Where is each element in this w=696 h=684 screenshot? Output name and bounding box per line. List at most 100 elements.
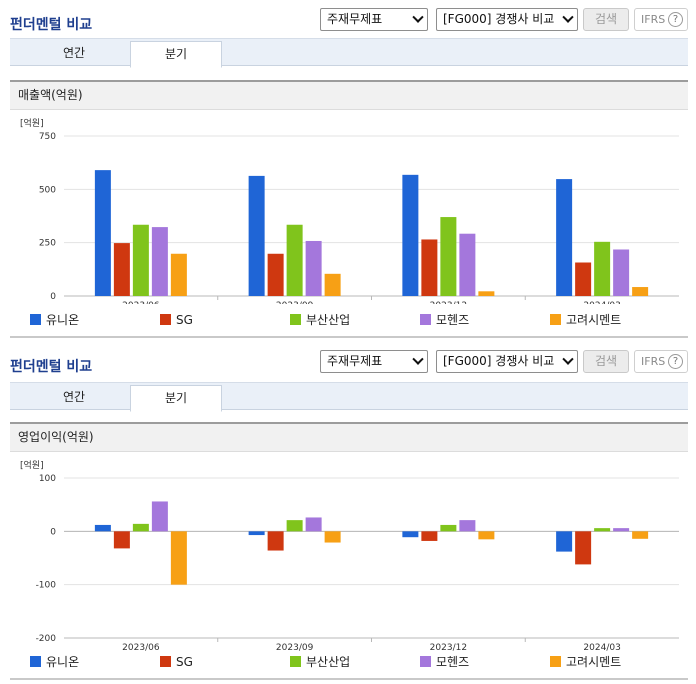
bar-유니온-2023/06[interactable] <box>94 170 111 296</box>
y-tick-label: -200 <box>36 634 57 644</box>
bar-부산산업-2024/03[interactable] <box>594 528 611 532</box>
bar-모헨즈-2024/03[interactable] <box>613 528 630 532</box>
bar-유니온-2023/06[interactable] <box>94 524 111 532</box>
bar-고려시멘트-2023/12[interactable] <box>478 531 495 540</box>
y-tick-label: 0 <box>50 527 56 537</box>
bar-부산산업-2023/12[interactable] <box>440 217 457 296</box>
legend-label: 모헨즈 <box>436 655 470 669</box>
bar-고려시멘트-2023/09[interactable] <box>324 273 341 296</box>
y-tick-label: 100 <box>39 474 56 484</box>
bar-SG-2023/12[interactable] <box>421 239 438 296</box>
ifrs-help-button[interactable]: IFRS ? <box>634 350 688 373</box>
legend-item-모헨즈[interactable]: 모헨즈 <box>420 653 469 671</box>
bar-유니온-2023/12[interactable] <box>402 531 419 538</box>
legend-item-고려시멘트[interactable]: 고려시멘트 <box>550 311 621 329</box>
x-tick-label: 2023/09 <box>276 643 314 653</box>
operating-profit-bar-chart: [억원] -200 -100 0 100 2023/06 2023/09 2023/12 202… <box>20 459 679 653</box>
bar-부산산업-2023/12[interactable] <box>440 524 457 532</box>
legend-swatch <box>160 656 171 667</box>
fundamental-section-operating: 펀더멘털 비교 주재무제표 [FG000] 경쟁사 비교 검색 IFRS ? 연… <box>0 342 696 684</box>
bar-모헨즈-2023/09[interactable] <box>305 517 322 532</box>
y-tick-label: 500 <box>39 185 56 195</box>
legend-item-유니온[interactable]: 유니온 <box>30 653 79 671</box>
bar-SG-2023/06[interactable] <box>113 243 130 296</box>
unit-label: [억원] <box>20 459 44 471</box>
legend-item-유니온[interactable]: 유니온 <box>30 311 79 329</box>
search-button[interactable]: 검색 <box>583 350 629 373</box>
tab-annual[interactable]: 연간 <box>62 390 86 404</box>
legend-label: 고려시멘트 <box>566 313 622 327</box>
legend-swatch <box>550 314 561 325</box>
ifrs-label: IFRS <box>641 13 666 26</box>
legend-item-부산산업[interactable]: 부산산업 <box>290 311 350 329</box>
bar-고려시멘트-2023/06[interactable] <box>170 253 187 296</box>
peer-select[interactable]: [FG000] 경쟁사 비교 <box>436 350 578 373</box>
bar-유니온-2024/03[interactable] <box>556 531 573 552</box>
legend-label: 고려시멘트 <box>566 655 622 669</box>
legend-item-모헨즈[interactable]: 모헨즈 <box>420 311 469 329</box>
chart-subtitle-operating: 영업이익(억원) <box>10 422 688 452</box>
chart-bottom-border <box>10 678 688 680</box>
bar-유니온-2023/09[interactable] <box>248 531 265 536</box>
legend-swatch <box>290 314 301 325</box>
bar-부산산업-2023/09[interactable] <box>286 520 303 532</box>
legend-item-SG[interactable]: SG <box>160 653 193 671</box>
bar-모헨즈-2023/06[interactable] <box>151 501 168 532</box>
legend-swatch <box>30 314 41 325</box>
legend-swatch <box>420 656 431 667</box>
peer-select[interactable]: [FG000] 경쟁사 비교 <box>436 8 578 31</box>
peer-select-value: [FG000] 경쟁사 비교 <box>443 354 555 368</box>
bar-SG-2023/09[interactable] <box>267 531 284 551</box>
legend-swatch <box>550 656 561 667</box>
x-tick-label: 2023/12 <box>430 301 467 304</box>
bar-고려시멘트-2023/12[interactable] <box>478 291 495 296</box>
sales-legend: 유니온 SG 부산산업 모헨즈 고려시멘트 <box>30 311 690 329</box>
bar-SG-2023/09[interactable] <box>267 253 284 296</box>
x-tick-label: 2024/03 <box>583 643 620 653</box>
bar-SG-2024/03[interactable] <box>575 262 592 296</box>
ifrs-help-button[interactable]: IFRS ? <box>634 8 688 31</box>
legend-swatch <box>420 314 431 325</box>
y-tick-label: 0 <box>50 292 56 302</box>
bar-고려시멘트-2024/03[interactable] <box>632 287 649 296</box>
legend-label: SG <box>176 313 193 327</box>
bar-부산산업-2023/06[interactable] <box>132 523 149 532</box>
legend-label: SG <box>176 655 193 669</box>
statement-select[interactable]: 주재무제표 <box>320 8 428 31</box>
bar-SG-2024/03[interactable] <box>575 531 592 565</box>
chevron-down-icon <box>412 353 424 365</box>
bar-고려시멘트-2023/09[interactable] <box>324 531 341 543</box>
tab-quarterly[interactable]: 분기 <box>130 385 222 412</box>
question-icon: ? <box>668 12 683 27</box>
bar-고려시멘트-2023/06[interactable] <box>170 531 187 585</box>
bar-SG-2023/12[interactable] <box>421 531 438 541</box>
bar-모헨즈-2023/12[interactable] <box>459 233 476 296</box>
bar-SG-2023/06[interactable] <box>113 531 130 549</box>
bar-유니온-2023/12[interactable] <box>402 174 419 296</box>
search-button[interactable]: 검색 <box>583 8 629 31</box>
peer-select-value: [FG000] 경쟁사 비교 <box>443 12 555 26</box>
bar-부산산업-2024/03[interactable] <box>594 241 611 296</box>
bar-모헨즈-2024/03[interactable] <box>613 249 630 296</box>
bar-유니온-2024/03[interactable] <box>556 179 573 296</box>
legend-label: 유니온 <box>46 655 80 669</box>
chevron-down-icon <box>562 11 574 23</box>
legend-label: 모헨즈 <box>436 313 470 327</box>
bar-부산산업-2023/09[interactable] <box>286 224 303 296</box>
bar-부산산업-2023/06[interactable] <box>132 224 149 296</box>
legend-item-고려시멘트[interactable]: 고려시멘트 <box>550 653 621 671</box>
bar-모헨즈-2023/12[interactable] <box>459 520 476 532</box>
x-tick-label: 2023/12 <box>430 643 467 653</box>
legend-item-SG[interactable]: SG <box>160 311 193 329</box>
legend-item-부산산업[interactable]: 부산산업 <box>290 653 350 671</box>
tab-annual[interactable]: 연간 <box>62 46 86 60</box>
question-icon: ? <box>668 354 683 369</box>
bar-모헨즈-2023/06[interactable] <box>151 227 168 296</box>
bar-고려시멘트-2024/03[interactable] <box>632 531 649 539</box>
tab-quarterly[interactable]: 분기 <box>130 41 222 68</box>
x-tick-label: 2023/06 <box>122 643 160 653</box>
bar-모헨즈-2023/09[interactable] <box>305 240 322 296</box>
chevron-down-icon <box>412 11 424 23</box>
bar-유니온-2023/09[interactable] <box>248 175 265 296</box>
statement-select[interactable]: 주재무제표 <box>320 350 428 373</box>
